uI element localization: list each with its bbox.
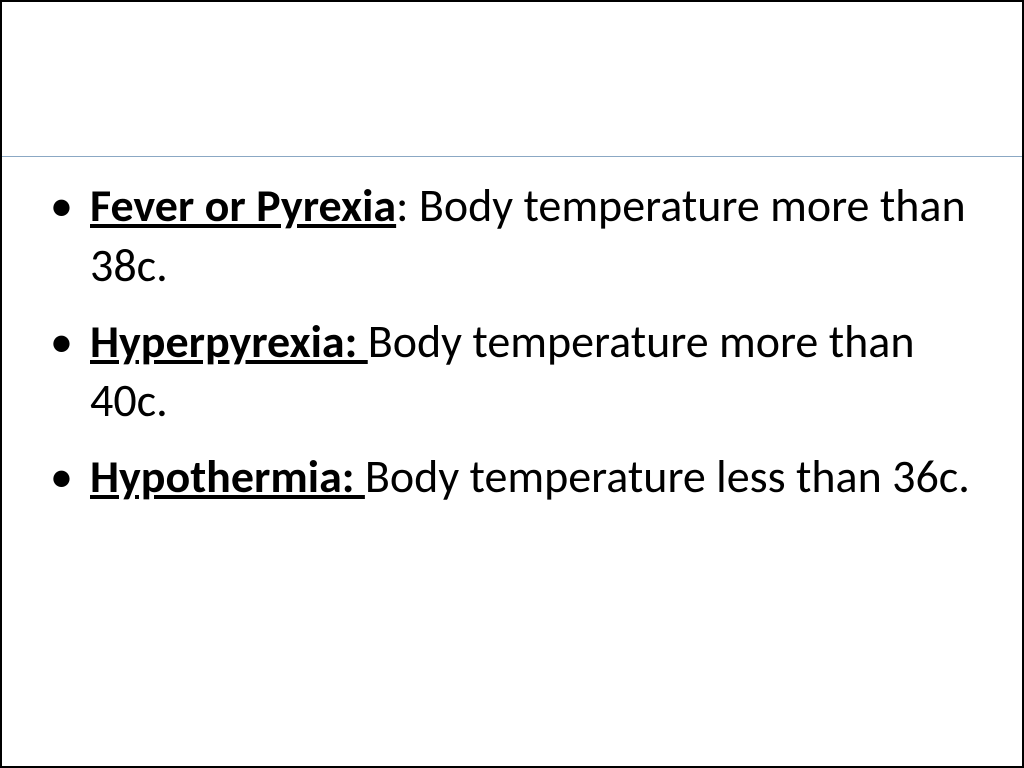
- list-item: Hyperpyrexia: Body temperature more than…: [42, 313, 982, 433]
- term-label: Hyperpyrexia:: [90, 314, 368, 370]
- list-item: Hypothermia: Body temperature less than …: [42, 448, 982, 508]
- title-region: [2, 2, 1022, 157]
- slide-frame: Fever or Pyrexia: Body temperature more …: [0, 0, 1024, 768]
- separator: :: [396, 178, 419, 234]
- bullet-list: Fever or Pyrexia: Body temperature more …: [42, 177, 982, 508]
- content-region: Fever or Pyrexia: Body temperature more …: [2, 157, 1022, 554]
- definition-text: Body temperature less than 36c.: [365, 449, 970, 505]
- term-label: Fever or Pyrexia: [90, 178, 396, 234]
- list-item: Fever or Pyrexia: Body temperature more …: [42, 177, 982, 297]
- term-label: Hypothermia:: [90, 449, 365, 505]
